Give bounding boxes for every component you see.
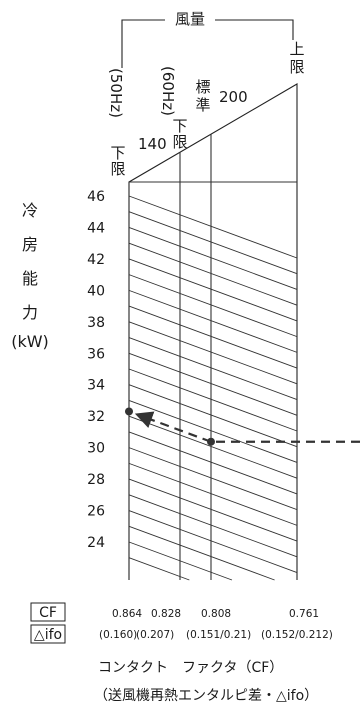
cf-key-label: CF [39,605,57,621]
column-ifo-1: (0.160) [99,629,137,641]
column-cf-3: 0.808 [201,608,231,620]
airflow-50hz-lower-limit-char-2: 限 [110,160,125,178]
y-axis-label: 冷 房 能 力 (kW) [11,201,49,351]
y-axis-label-char-2: 房 [22,235,38,254]
airflow-60hz-lower-limit-char-1: 下 [172,117,187,135]
airflow-upper-limit-char-2: 限 [289,58,304,76]
airflow-bracket: 風量 [121,10,294,68]
capacity-line-40 [128,289,298,353]
airflow-standard-char-2: 準 [195,96,210,114]
y-tick-30: 30 [87,441,105,457]
cf-key-box [30,602,66,622]
capacity-line-43 [128,242,298,306]
y-axis-unit: (kW) [11,332,49,351]
column-ifo-2: (0.207) [136,629,174,641]
airflow-upper-limit-char-1: 上 [289,40,304,58]
y-tick-36: 36 [87,346,105,362]
capacity-line-44 [128,227,298,290]
column-ifo-4: (0.152/0.212) [261,629,333,641]
y-tick-28: 28 [87,472,105,488]
airflow-label-50hz: (50Hz) [107,68,125,118]
ifo-key-label: △ifo [34,627,62,643]
capacity-line-27 [128,494,298,558]
y-axis-label-char-3: 能 [22,269,38,288]
y-tick-42: 42 [87,252,105,268]
capacity-line-39 [128,305,298,369]
airflow-value-200: 200 [219,88,248,106]
capacity-line-46 [128,195,298,259]
airflow-label-60hz: (60Hz) [159,66,177,116]
capacity-line-32 [128,415,298,479]
capacity-line-28 [128,478,298,542]
capacity-line-29 [128,462,298,526]
y-tick-32: 32 [87,409,105,425]
y-axis-label-char-4: 力 [22,303,38,322]
capacity-line-34 [128,384,298,448]
airflow-value-140: 140 [138,135,167,153]
reading-point-axis [125,407,133,416]
airflow-standard-char-1: 標 [195,78,210,96]
y-tick-46: 46 [87,189,105,205]
capacity-line-31 [128,431,298,495]
cf-key: CF △ifo [30,602,66,644]
caption-line-2: （送風機再熱エンタルピ差・△ifo） [94,688,318,704]
capacity-line-33 [128,400,298,463]
example-reading [125,407,360,446]
plot-frame [128,83,298,580]
y-tick-labels: 46 44 42 40 38 36 34 32 30 28 26 24 [87,189,105,551]
y-tick-26: 26 [87,504,105,520]
airflow-bracket-label: 風量 [175,10,205,28]
capacity-line-26 [128,510,298,573]
column-cf-4: 0.761 [289,608,319,620]
reading-arrow-to-axis [134,411,212,443]
capacity-line-41 [128,274,298,338]
y-tick-44: 44 [87,220,105,236]
capacity-line-30 [128,447,298,511]
y-tick-24: 24 [87,535,105,551]
capacity-line-45 [128,211,298,275]
caption-line-1: コンタクト ファクタ（CF） [98,660,283,676]
column-labels: 0.864 (0.160) 0.828 (0.207) 0.808 (0.151/0.21… [99,608,333,641]
plot-grid [128,83,298,581]
capacity-line-38 [128,321,298,385]
y-axis-label-char-1: 冷 [22,201,38,220]
ifo-key-box [30,624,66,644]
capacity-line-36 [128,352,298,416]
airflow-50hz-lower-limit-char-1: 下 [110,144,125,162]
airflow-60hz-lower-limit-char-2: 限 [172,133,187,151]
capacity-line-35 [128,368,298,432]
capacity-line-23 [128,557,190,581]
capacity-line-42 [128,258,298,322]
y-tick-38: 38 [87,315,105,331]
capacity-line-24 [128,541,233,581]
column-cf-1: 0.864 [112,608,142,620]
capacity-line-37 [128,337,298,400]
column-ifo-3: (0.151/0.21) [186,629,251,641]
capacity-line-25 [128,525,275,581]
y-tick-40: 40 [87,283,105,299]
y-tick-34: 34 [87,378,105,394]
column-cf-2: 0.828 [151,608,181,620]
